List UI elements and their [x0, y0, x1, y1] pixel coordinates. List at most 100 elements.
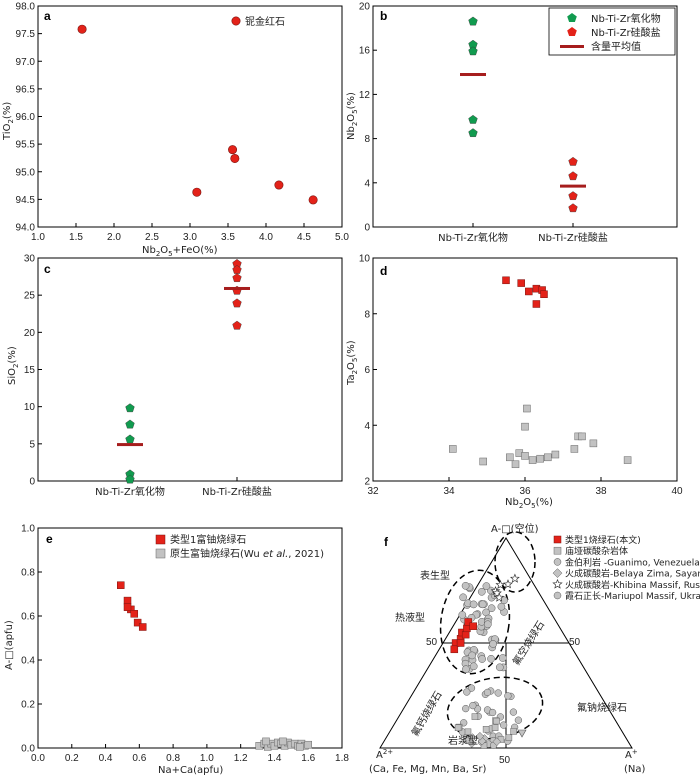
panel-c-category-labels: Nb-Ti-Zr氧化物 Nb-Ti-Zr硅酸盐 — [95, 477, 272, 498]
hydrothermal-point — [482, 582, 491, 590]
panel-d-xlabel-sub2: 5 — [531, 502, 535, 510]
panel-b-legend: Nb-Ti-Zr氧化物 Nb-Ti-Zr硅酸盐 含量平均值 — [548, 7, 676, 56]
type1-red-point — [469, 622, 477, 630]
y-tick-label: 10 — [359, 254, 371, 265]
panel-e-legend-red-label: 类型1富铀烧绿石 — [170, 533, 246, 546]
type1-red-point — [450, 645, 459, 654]
panel-a-xlabel-a: Nb — [142, 245, 156, 256]
red-square-point — [517, 279, 525, 287]
panel-f: f 表生型 热液型 岩浆型 氟空烧绿石 氟钙烧绿石 氟钠烧绿石 50 50 50… — [369, 522, 700, 775]
type1-red-point — [456, 639, 465, 647]
grey-square-point — [589, 439, 598, 448]
y-tick-label: 96.0 — [16, 112, 36, 123]
panel-b-ylabel-main: Nb — [346, 126, 357, 140]
panel-d-ylabel-sub1: 2 — [351, 370, 359, 374]
hydrothermal-point — [487, 654, 495, 663]
panel-c-ylabel-sub: 2 — [12, 364, 20, 368]
panel-f-points — [450, 573, 527, 750]
panel-c-letter: c — [44, 262, 51, 276]
panel-b-letter: b — [380, 9, 387, 23]
y-tick-label: 94.5 — [16, 195, 36, 206]
rutile-point — [308, 195, 318, 205]
hydrothermal-point — [458, 611, 467, 619]
mean-bar — [224, 286, 250, 290]
panel-a-points — [77, 24, 318, 205]
x-tick-label: 2.0 — [107, 232, 121, 243]
legend-label: 类型1烧绿石(本文) — [565, 534, 641, 546]
panel-b-ylabel-tail: (%) — [346, 92, 357, 109]
hydrothermal-point — [478, 655, 486, 663]
silicate-point — [232, 320, 242, 330]
panel-d-xlabel-a: Nb — [505, 497, 519, 508]
grey-square-point — [511, 460, 520, 469]
hydrothermal-point — [459, 593, 467, 602]
panel-d-xlabel-b: O — [523, 497, 531, 508]
x-tick-label: 3.0 — [183, 232, 197, 243]
y-tick-label: 0.2 — [21, 700, 35, 711]
panel-a-ylabel-main: TiO — [2, 123, 13, 141]
magmatic-point — [483, 688, 492, 697]
panel-e-x-label: Na+Ca(apfu) — [158, 765, 223, 776]
x-tick-label: 4.5 — [297, 232, 311, 243]
type1-pyrochlore-point — [117, 581, 125, 589]
silicate-point — [232, 298, 242, 308]
panel-f-label-natro: 氟钠烧绿石 — [577, 701, 627, 714]
hydrothermal-point — [489, 640, 497, 648]
x-tick-label: 0.0 — [31, 753, 45, 764]
y-tick-label: 0.4 — [21, 656, 35, 667]
hydrothermal-point — [469, 600, 478, 609]
rutile-point — [230, 153, 240, 163]
hydrothermal-point — [477, 587, 486, 596]
panel-a-xlabel-sub2: 5 — [168, 250, 172, 258]
category-label: Nb-Ti-Zr硅酸盐 — [202, 485, 272, 498]
silicate-point — [568, 191, 578, 200]
panel-e-legend-grey-marker — [155, 548, 166, 559]
panel-a-xlabel-b: O — [160, 245, 168, 256]
x-tick-label: 1.0 — [31, 232, 45, 243]
y-tick-label: 30 — [24, 254, 36, 265]
panel-b-legend-red-label: Nb-Ti-Zr硅酸盐 — [591, 26, 661, 39]
hydrothermal-point — [469, 662, 478, 671]
oxide-point — [125, 419, 135, 429]
oxide-point — [468, 16, 478, 26]
khibina-star-point — [495, 579, 506, 589]
triangle-point — [517, 729, 527, 738]
legend-circle-marker — [553, 591, 562, 600]
x-tick-label: 0.4 — [99, 753, 113, 764]
y-tick-label: 0.0 — [21, 744, 35, 755]
panel-a: a 1.0 1.5 2.0 2.5 3.0 3.5 4.0 4.5 5.0 94.0 94.5 95… — [2, 2, 349, 259]
panel-b-category-labels: Nb-Ti-Zr氧化物 Nb-Ti-Zr硅酸盐 — [438, 223, 608, 244]
belaya-zima-diamond-point — [492, 737, 502, 747]
legend-label: 火成碳酸岩-Belaya Zima, Sayan — [565, 568, 700, 580]
y-tick-label: 15 — [24, 365, 36, 376]
x-tick-label: 1.4 — [267, 753, 281, 764]
panel-a-ylabel-sub: 2 — [7, 119, 15, 123]
grey-square-point — [551, 450, 560, 459]
panel-f-tick-right: 50 — [569, 637, 581, 648]
y-tick-label: 12 — [359, 90, 371, 101]
primary-pyrochlore-point — [279, 737, 287, 746]
panel-e-legend-grey-label: 原生富铀烧绿石(Wu et al., 2021) — [170, 547, 324, 560]
type1-red-point — [461, 630, 470, 639]
panel-e-y-label: A-□(apfu) — [4, 620, 15, 670]
panel-b-frame — [372, 5, 678, 228]
panel-c-ylabel-tail: (%) — [7, 346, 18, 363]
panel-e-x-ticks: 0.0 0.2 0.4 0.6 0.8 1.0 1.2 1.4 1.6 1.8 — [31, 744, 349, 764]
y-tick-label: 0.8 — [21, 568, 35, 579]
miaoya-point — [491, 724, 499, 731]
panel-f-label-supergene: 表生型 — [420, 569, 450, 582]
silicate-point — [568, 156, 578, 166]
panel-b-y-label: Nb2O5(%) — [346, 92, 359, 140]
y-tick-label: 25 — [24, 291, 36, 302]
panel-b-legend-red-marker — [567, 27, 577, 36]
rutile-point — [228, 145, 238, 155]
panel-f-apex-right-sup: + — [632, 748, 638, 756]
x-tick-label: 0.2 — [65, 753, 79, 764]
panel-e-legend-grey-a: 原生富铀烧绿石(Wu — [170, 547, 263, 560]
panel-f-field-hydrothermal — [439, 569, 511, 675]
panel-f-apex-left-sup: 2+ — [383, 748, 393, 756]
panel-d-x-label: Nb2O5(%) — [505, 497, 553, 510]
x-tick-label: 40 — [671, 486, 683, 497]
panel-a-xlabel-tail: +FeO(%) — [173, 245, 218, 256]
